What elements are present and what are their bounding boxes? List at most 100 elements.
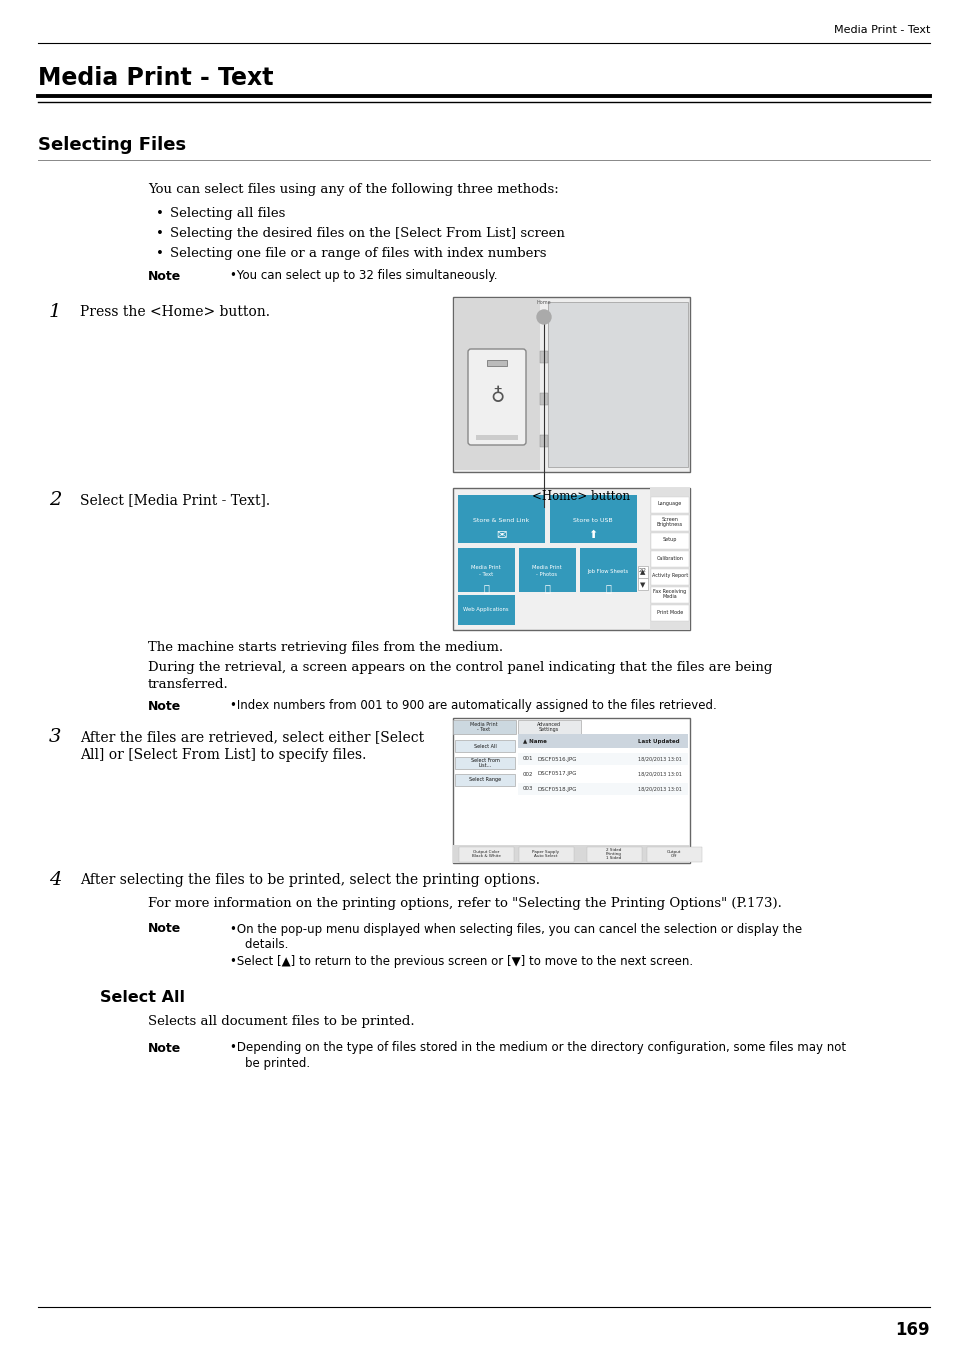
Bar <box>476 435 517 440</box>
Text: Note: Note <box>148 1041 181 1054</box>
Bar <box>650 497 688 513</box>
Text: For more information on the printing options, refer to "Selecting the Printing O: For more information on the printing opt… <box>148 898 781 910</box>
Bar <box>458 846 514 863</box>
Text: Print Mode: Print Mode <box>657 609 682 614</box>
Text: 003: 003 <box>522 787 533 791</box>
Text: 4: 4 <box>49 871 61 890</box>
Text: •Select [▲] to return to the previous screen or [▼] to move to the next screen.: •Select [▲] to return to the previous sc… <box>230 956 693 968</box>
Text: Setup: Setup <box>662 537 677 543</box>
Text: ⌖: ⌖ <box>482 583 489 593</box>
Text: Last Updated: Last Updated <box>638 738 679 744</box>
Text: Media Print
- Photos: Media Print - Photos <box>532 566 561 576</box>
Bar <box>649 487 689 630</box>
Text: Note: Note <box>148 699 181 713</box>
Text: •: • <box>156 247 164 259</box>
Text: Advanced
Settings: Advanced Settings <box>537 722 560 732</box>
Text: •: • <box>156 207 164 220</box>
Text: Media Print
- Text: Media Print - Text <box>471 566 500 576</box>
Bar <box>650 551 688 567</box>
Bar <box>638 566 647 578</box>
Text: Output
Off: Output Off <box>666 850 680 859</box>
Bar <box>517 768 687 780</box>
Text: DSCF0516.JPG: DSCF0516.JPG <box>537 756 577 761</box>
Bar <box>486 360 506 366</box>
Bar <box>518 548 576 593</box>
FancyBboxPatch shape <box>468 350 525 446</box>
Bar <box>650 568 688 585</box>
Text: After the files are retrieved, select either [Select: After the files are retrieved, select ei… <box>80 730 424 744</box>
Bar <box>517 734 687 748</box>
Bar <box>453 845 689 863</box>
Text: Calibration: Calibration <box>656 555 682 560</box>
Bar <box>455 740 515 752</box>
Bar <box>650 514 688 531</box>
Text: <Home> button: <Home> button <box>532 490 629 504</box>
Text: Output Color
Black & White: Output Color Black & White <box>471 850 500 859</box>
Text: Job Flow Sheets: Job Flow Sheets <box>587 568 628 574</box>
Text: •Depending on the type of files stored in the medium or the directory configurat: •Depending on the type of files stored i… <box>230 1041 845 1054</box>
Text: During the retrieval, a screen appears on the control panel indicating that the : During the retrieval, a screen appears o… <box>148 662 772 675</box>
Bar <box>539 393 547 405</box>
Text: ▲: ▲ <box>639 568 645 575</box>
Text: All] or [Select From List] to specify files.: All] or [Select From List] to specify fi… <box>80 748 366 761</box>
Text: Selecting the desired files on the [Select From List] screen: Selecting the desired files on the [Sele… <box>170 227 564 239</box>
Bar <box>453 297 689 472</box>
Text: Web Applications: Web Applications <box>463 608 508 613</box>
Text: ▼: ▼ <box>639 582 645 589</box>
Bar <box>586 846 641 863</box>
Text: 3: 3 <box>49 728 61 747</box>
Text: The machine starts retrieving files from the medium.: The machine starts retrieving files from… <box>148 641 502 655</box>
Text: 18/20/2013 13:01: 18/20/2013 13:01 <box>638 787 681 791</box>
Text: Fax Receiving
Media: Fax Receiving Media <box>653 589 686 599</box>
Bar <box>457 548 515 593</box>
Text: Press the <Home> button.: Press the <Home> button. <box>80 305 270 319</box>
Text: 18/20/2013 13:01: 18/20/2013 13:01 <box>638 756 681 761</box>
Text: Media Print
- Text: Media Print - Text <box>470 722 497 732</box>
Bar <box>457 595 515 625</box>
Text: •You can select up to 32 files simultaneously.: •You can select up to 32 files simultane… <box>230 270 497 282</box>
Bar <box>453 720 516 734</box>
Text: ⌖: ⌖ <box>543 583 549 593</box>
Text: 2: 2 <box>49 491 61 509</box>
Text: 2 Sided
Printing
1 Sided: 2 Sided Printing 1 Sided <box>605 848 621 860</box>
Text: details.: details. <box>230 938 288 952</box>
Text: ♁: ♁ <box>489 387 503 406</box>
Text: Activity Report: Activity Report <box>651 574 687 579</box>
Text: Media Print - Text: Media Print - Text <box>833 26 929 35</box>
Text: Select All: Select All <box>473 744 496 748</box>
Text: •Index numbers from 001 to 900 are automatically assigned to the files retrieved: •Index numbers from 001 to 900 are autom… <box>230 699 716 713</box>
Bar <box>650 587 688 603</box>
Text: be printed.: be printed. <box>230 1057 310 1071</box>
Bar <box>455 298 539 470</box>
Bar <box>550 495 637 543</box>
Bar <box>457 495 544 543</box>
Text: Media Print - Text: Media Print - Text <box>38 66 274 90</box>
Bar <box>579 548 637 593</box>
Bar <box>517 720 580 734</box>
Text: DSCF0518.JPG: DSCF0518.JPG <box>537 787 577 791</box>
Text: Select [Media Print - Text].: Select [Media Print - Text]. <box>80 493 270 508</box>
Text: ⌖: ⌖ <box>604 583 610 593</box>
Text: You can select files using any of the following three methods:: You can select files using any of the fo… <box>148 184 558 197</box>
Text: After selecting the files to be printed, select the printing options.: After selecting the files to be printed,… <box>80 873 539 887</box>
Bar <box>518 846 574 863</box>
Text: transferred.: transferred. <box>148 679 229 691</box>
Text: Screen
Brightness: Screen Brightness <box>657 517 682 528</box>
Text: •: • <box>156 227 164 239</box>
Bar <box>650 605 688 621</box>
Bar <box>539 351 547 363</box>
Text: Select From
List...: Select From List... <box>470 757 499 768</box>
Text: Store to USB: Store to USB <box>573 517 612 522</box>
Bar <box>453 487 689 630</box>
Text: Store & Send Link: Store & Send Link <box>473 517 529 522</box>
Text: ▲ Name: ▲ Name <box>522 738 546 744</box>
Text: 1: 1 <box>49 302 61 321</box>
Text: ✉: ✉ <box>496 528 506 541</box>
Bar <box>539 435 547 447</box>
Text: Note: Note <box>148 922 181 936</box>
Text: Selecting Files: Selecting Files <box>38 136 186 154</box>
Text: Selecting all files: Selecting all files <box>170 207 285 220</box>
Text: DSCF0517.JPG: DSCF0517.JPG <box>537 771 577 776</box>
Text: Selecting one file or a range of files with index numbers: Selecting one file or a range of files w… <box>170 247 546 259</box>
Text: Select Range: Select Range <box>469 778 500 783</box>
